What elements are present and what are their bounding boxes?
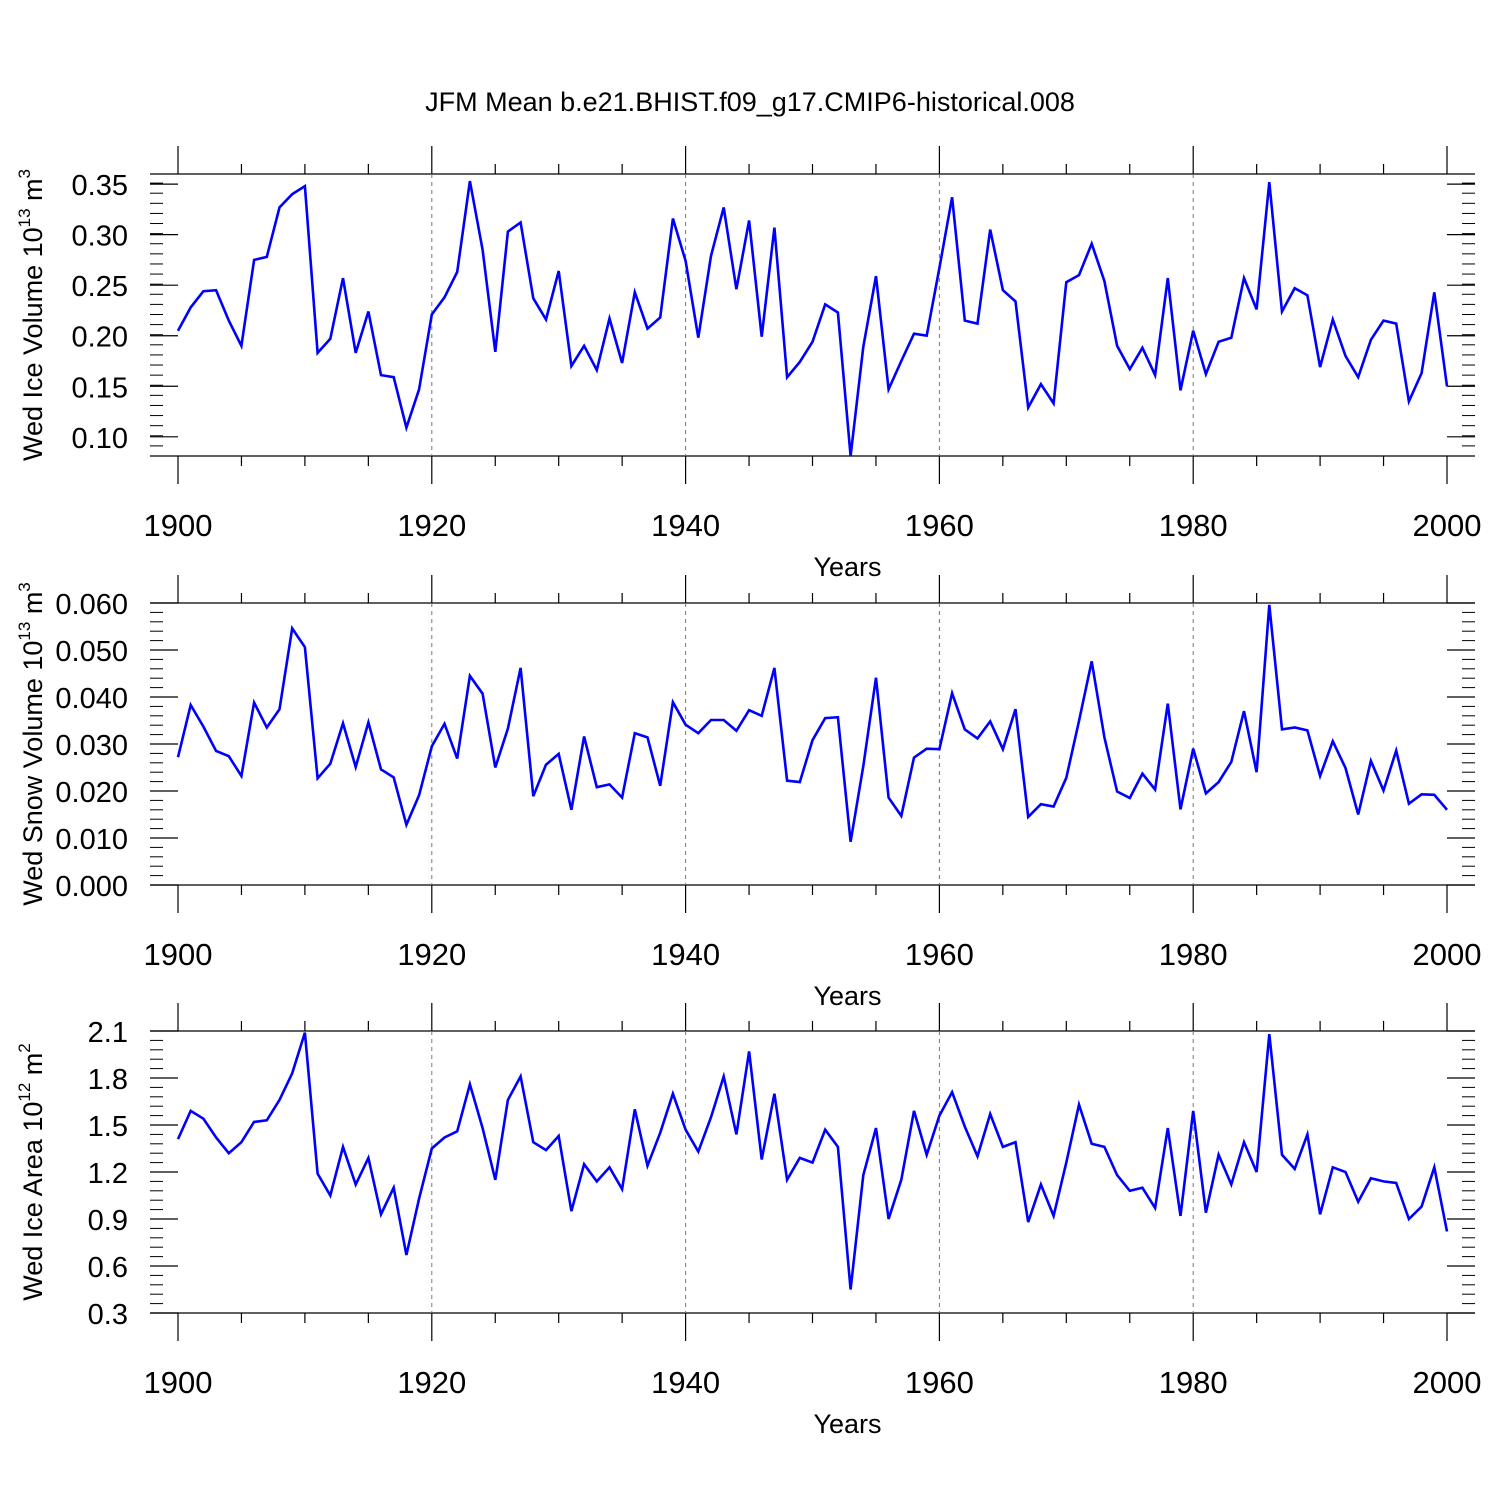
x-axis-label: Years — [813, 552, 881, 582]
y-axis-label: Wed Ice Area 1012 m2 — [15, 1043, 48, 1301]
chart-panel-1: 1900 1920 1940 1960 1980 2000 0.10 0.15 0.20 0.25… — [15, 146, 1481, 582]
y-tick-label: 0.3 — [88, 1299, 128, 1331]
x-tick-label: 1940 — [651, 1365, 720, 1400]
y-label-superscript: 2 — [15, 1043, 34, 1052]
y-tick-label: 0.060 — [55, 589, 128, 621]
y-tick-label: 0.25 — [72, 271, 128, 303]
chart-panel-2: 1900 1920 1940 1960 1980 2000 0.000 0.010 0.020 0… — [15, 575, 1481, 1011]
y-label-superscript: 3 — [15, 169, 34, 178]
y-tick-label: 1.2 — [88, 1158, 128, 1190]
y-tick-label: 0.6 — [88, 1252, 128, 1284]
x-tick-label: 1960 — [905, 1365, 974, 1400]
y-tick-label: 0.15 — [72, 372, 128, 404]
chart-panel-3: 1900 1920 1940 1960 1980 2000 0.3 0.6 0.9 1.2 1.5 1… — [15, 1003, 1481, 1439]
y-tick-label: 2.1 — [88, 1017, 128, 1049]
chart-title: JFM Mean b.e21.BHIST.f09_g17.CMIP6-histo… — [425, 87, 1075, 117]
y-label-text: m — [18, 592, 48, 622]
y-tick-label: 0.9 — [88, 1205, 128, 1237]
chart-panels: 1900 1920 1940 1960 1980 2000 0.10 0.15 0.20 0.25… — [15, 146, 1481, 1439]
y-axis-label: Wed Ice Volume 1013 m3 — [15, 169, 48, 461]
x-tick-label: 1920 — [397, 937, 466, 972]
x-tick-label: 1940 — [651, 508, 720, 543]
x-tick-label: 1980 — [1159, 1365, 1228, 1400]
x-tick-label: 1900 — [144, 508, 213, 543]
y-label-text: m — [18, 178, 48, 208]
y-tick-label: 0.010 — [55, 824, 128, 856]
x-tick-label: 1940 — [651, 937, 720, 972]
y-tick-label: 0.020 — [55, 777, 128, 809]
series-line — [176, 1032, 1449, 1290]
x-tick-label: 1960 — [905, 508, 974, 543]
series-line — [176, 604, 1448, 843]
y-label-superscript: 12 — [15, 1083, 34, 1102]
y-label-text: m — [18, 1053, 48, 1083]
y-label-text: Wed Snow Volume 10 — [18, 641, 48, 906]
x-tick-label: 2000 — [1413, 1365, 1482, 1400]
x-tick-label: 1980 — [1159, 508, 1228, 543]
y-label-text: Wed Ice Area 10 — [18, 1102, 48, 1301]
x-tick-label: 1920 — [397, 1365, 466, 1400]
x-axis-label: Years — [813, 1409, 881, 1439]
y-tick-label: 1.5 — [88, 1111, 128, 1143]
y-tick-label: 0.35 — [72, 170, 128, 202]
y-tick-label: 0.050 — [55, 636, 128, 668]
y-tick-label: 0.000 — [55, 871, 128, 903]
x-tick-label: 2000 — [1413, 937, 1482, 972]
y-tick-label: 0.20 — [72, 322, 128, 354]
y-label-superscript: 3 — [15, 582, 34, 591]
x-tick-label: 1920 — [397, 508, 466, 543]
y-label-superscript: 13 — [15, 208, 34, 227]
y-tick-label: 1.8 — [88, 1064, 128, 1096]
series-line — [176, 180, 1449, 457]
y-tick-label: 0.10 — [72, 423, 128, 455]
y-label-superscript: 13 — [15, 622, 34, 641]
y-tick-label: 0.030 — [55, 730, 128, 762]
x-tick-label: 1960 — [905, 937, 974, 972]
y-tick-label: 0.040 — [55, 683, 128, 715]
y-axis-label: Wed Snow Volume 1013 m3 — [15, 582, 48, 906]
x-tick-label: 1980 — [1159, 937, 1228, 972]
x-tick-label: 1900 — [144, 937, 213, 972]
y-tick-label: 0.30 — [72, 221, 128, 253]
x-axis-label: Years — [813, 981, 881, 1011]
x-tick-label: 1900 — [144, 1365, 213, 1400]
y-label-text: Wed Ice Volume 10 — [18, 227, 48, 461]
x-tick-label: 2000 — [1413, 508, 1482, 543]
